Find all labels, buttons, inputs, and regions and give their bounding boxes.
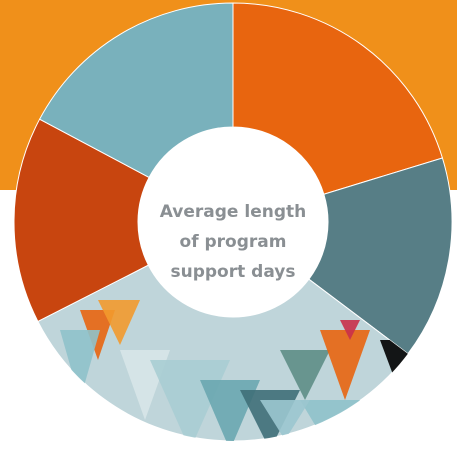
center-label: support days bbox=[171, 262, 296, 282]
patterned-segment bbox=[60, 300, 408, 441]
ring-segment bbox=[13, 118, 150, 323]
center-label: Average length bbox=[160, 202, 307, 222]
center-label: of program bbox=[180, 232, 287, 252]
pattern-shard bbox=[280, 350, 330, 400]
pattern-shard bbox=[340, 320, 360, 340]
donut-hole bbox=[138, 127, 328, 317]
pattern-shard bbox=[380, 340, 408, 380]
pattern-shard bbox=[260, 400, 310, 440]
pattern-shard bbox=[320, 330, 370, 400]
pattern-shard bbox=[98, 300, 140, 345]
pattern-shard bbox=[60, 330, 100, 400]
